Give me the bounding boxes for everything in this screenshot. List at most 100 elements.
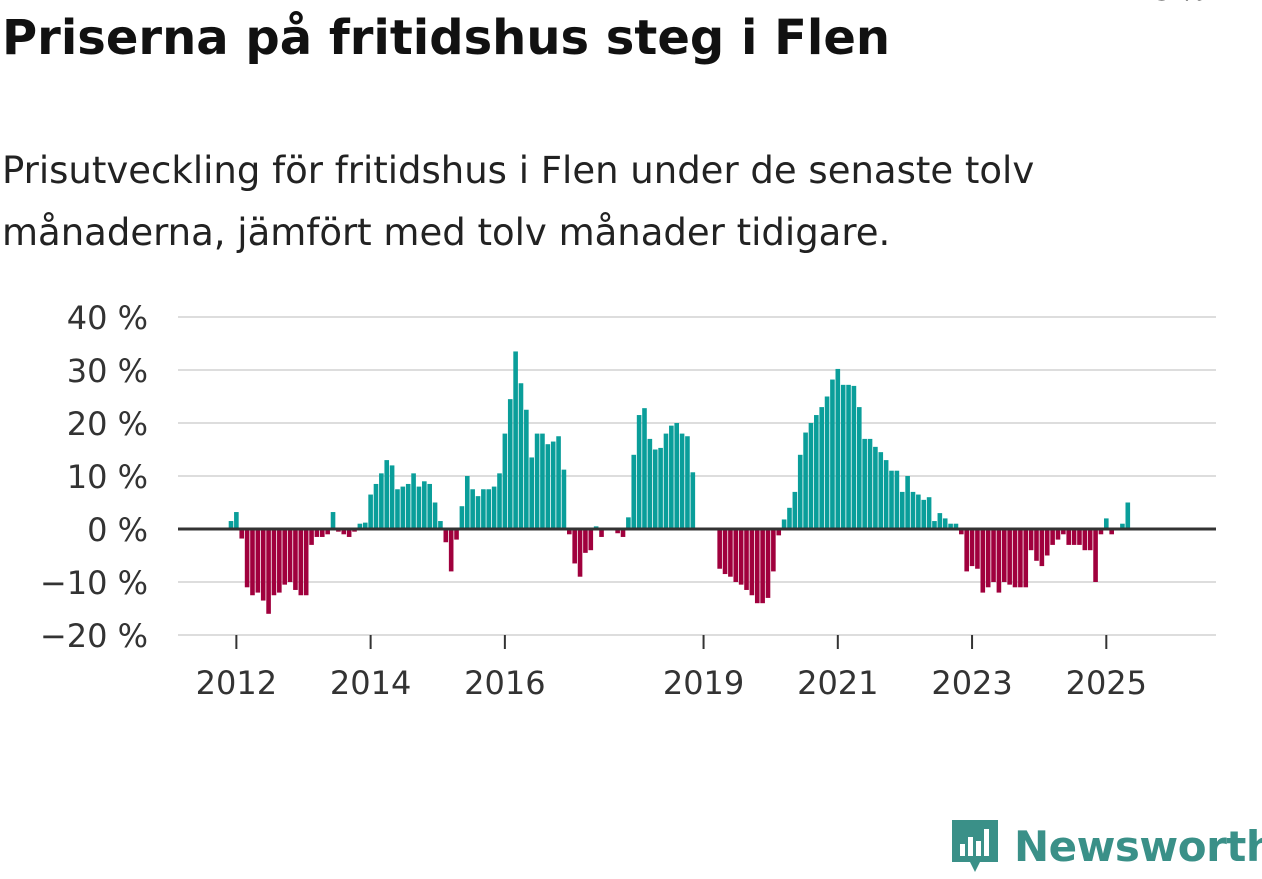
bar	[1044, 529, 1050, 556]
bar	[620, 529, 626, 537]
bar	[1077, 529, 1082, 545]
bar	[277, 529, 282, 593]
x-tick-label: 2023	[931, 664, 1012, 702]
bar	[470, 489, 475, 529]
bar	[932, 521, 937, 529]
bar	[647, 438, 653, 529]
bar	[690, 472, 696, 529]
bar	[556, 436, 561, 529]
bar	[513, 351, 518, 529]
bar	[400, 486, 406, 529]
bar	[577, 529, 583, 577]
bar	[1055, 529, 1061, 540]
bar	[679, 433, 685, 529]
bar	[475, 496, 481, 529]
bar	[824, 396, 830, 529]
bar	[486, 489, 492, 529]
bar	[867, 438, 873, 529]
bar	[814, 415, 819, 529]
bar	[491, 486, 497, 529]
bar	[615, 529, 620, 534]
bar	[996, 529, 1002, 593]
bar	[1120, 523, 1125, 529]
bar	[771, 529, 776, 572]
chart-subtitle: Prisutveckling för fritidshus i Flen und…	[2, 149, 1035, 254]
bar	[910, 491, 916, 529]
bar	[1034, 529, 1039, 561]
bar	[524, 409, 529, 529]
bar	[319, 529, 325, 537]
bar	[1066, 529, 1072, 545]
bar	[599, 529, 604, 537]
bar	[459, 506, 465, 529]
bar	[507, 399, 513, 529]
bar	[803, 432, 808, 529]
bar	[341, 529, 347, 535]
bar	[260, 529, 266, 601]
bar	[1050, 529, 1055, 545]
y-tick-label: 20 %	[67, 405, 148, 443]
bar	[883, 460, 889, 529]
bar	[636, 415, 642, 529]
bar	[744, 529, 749, 590]
x-tick-label: 2014	[330, 664, 411, 702]
bar	[776, 529, 782, 536]
bar	[899, 491, 905, 529]
bar	[384, 460, 390, 529]
y-tick-label: 10 %	[67, 458, 148, 496]
bar	[1104, 518, 1109, 529]
bar	[669, 425, 674, 529]
bar	[717, 529, 722, 569]
bar	[464, 476, 470, 529]
bar	[1071, 529, 1077, 545]
bar	[309, 529, 314, 545]
bar	[411, 473, 416, 529]
x-tick-label: 2019	[663, 664, 744, 702]
bar	[438, 521, 443, 529]
bar	[722, 529, 728, 575]
y-tick-label: 40 %	[67, 299, 148, 337]
bar	[1018, 529, 1023, 588]
bar	[797, 454, 803, 529]
bar	[255, 529, 261, 593]
bar	[244, 529, 250, 588]
bar	[942, 518, 948, 529]
bar	[835, 368, 841, 529]
bar	[1007, 529, 1012, 585]
x-tick-label: 2012	[196, 664, 277, 702]
bar	[545, 444, 551, 529]
bar	[948, 523, 953, 529]
bar	[980, 529, 986, 593]
bar	[416, 486, 422, 529]
bar	[926, 497, 932, 529]
bar	[1028, 529, 1034, 551]
x-tick-label: 2016	[464, 664, 545, 702]
bar	[856, 407, 862, 529]
bar	[362, 522, 368, 529]
bar	[873, 446, 878, 529]
bar	[916, 494, 921, 529]
bar	[1109, 529, 1114, 535]
bar	[454, 529, 459, 540]
bar	[346, 529, 352, 537]
bar	[846, 384, 851, 529]
brand-logo: Newsworthy	[950, 818, 1262, 874]
bar	[749, 529, 755, 596]
bar	[728, 529, 733, 577]
bar	[379, 473, 384, 529]
bar	[443, 529, 449, 543]
bar	[287, 529, 293, 582]
bar	[518, 383, 524, 529]
bar	[550, 441, 556, 529]
bar	[894, 470, 900, 529]
y-tick-label: 0 %	[87, 511, 148, 549]
bar	[432, 502, 438, 529]
bar	[975, 529, 980, 569]
bar	[389, 465, 395, 529]
bar	[529, 457, 535, 529]
bar	[760, 529, 765, 604]
bar	[448, 529, 454, 572]
bar	[228, 521, 234, 529]
bar	[953, 523, 959, 529]
